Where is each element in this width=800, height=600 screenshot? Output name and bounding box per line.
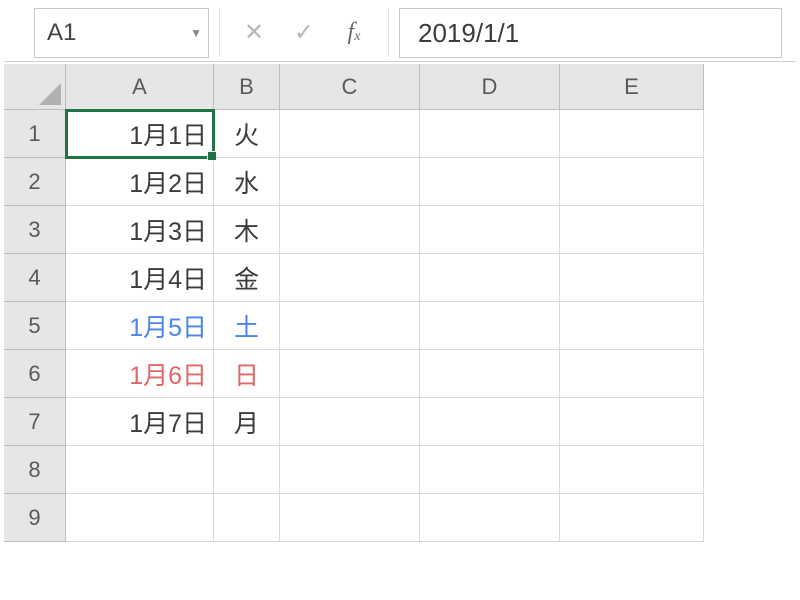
cell-C4[interactable] — [280, 254, 420, 302]
cell-B3[interactable]: 木 — [214, 206, 280, 254]
cell-E4[interactable] — [560, 254, 704, 302]
cell-A9[interactable] — [66, 494, 214, 542]
formula-input[interactable]: 2019/1/1 — [399, 8, 782, 58]
cell-B9[interactable] — [214, 494, 280, 542]
cell-D8[interactable] — [420, 446, 560, 494]
formula-bar: A1 ▼ ✕ ✓ fx 2019/1/1 — [4, 4, 796, 62]
cell-C9[interactable] — [280, 494, 420, 542]
cell-E7[interactable] — [560, 398, 704, 446]
cancel-icon[interactable]: ✕ — [240, 8, 268, 58]
cell-E1[interactable] — [560, 110, 704, 158]
cell-D7[interactable] — [420, 398, 560, 446]
cell-A5[interactable]: 1月5日 — [66, 302, 214, 350]
row-header-6[interactable]: 6 — [4, 350, 66, 398]
name-box[interactable]: A1 ▼ — [34, 8, 209, 58]
row-header-7[interactable]: 7 — [4, 398, 66, 446]
cell-D4[interactable] — [420, 254, 560, 302]
select-all-corner[interactable] — [4, 64, 66, 110]
cell-D5[interactable] — [420, 302, 560, 350]
cell-A4[interactable]: 1月4日 — [66, 254, 214, 302]
cell-A1[interactable]: 1月1日 — [66, 110, 214, 158]
cell-E5[interactable] — [560, 302, 704, 350]
cell-D9[interactable] — [420, 494, 560, 542]
cell-A8[interactable] — [66, 446, 214, 494]
cell-C5[interactable] — [280, 302, 420, 350]
chevron-down-icon[interactable]: ▼ — [190, 26, 202, 40]
cell-C6[interactable] — [280, 350, 420, 398]
cell-A2[interactable]: 1月2日 — [66, 158, 214, 206]
column-header-A[interactable]: A — [66, 64, 214, 110]
cell-E9[interactable] — [560, 494, 704, 542]
column-header-C[interactable]: C — [280, 64, 420, 110]
row-header-1[interactable]: 1 — [4, 110, 66, 158]
cell-B5[interactable]: 土 — [214, 302, 280, 350]
cell-B6[interactable]: 日 — [214, 350, 280, 398]
fx-icon[interactable]: fx — [340, 8, 368, 58]
cell-C1[interactable] — [280, 110, 420, 158]
row-header-5[interactable]: 5 — [4, 302, 66, 350]
cell-B7[interactable]: 月 — [214, 398, 280, 446]
cell-E3[interactable] — [560, 206, 704, 254]
column-header-B[interactable]: B — [214, 64, 280, 110]
cell-B4[interactable]: 金 — [214, 254, 280, 302]
cell-B2[interactable]: 水 — [214, 158, 280, 206]
row-header-9[interactable]: 9 — [4, 494, 66, 542]
name-box-value: A1 — [47, 19, 76, 47]
cell-C7[interactable] — [280, 398, 420, 446]
formula-value: 2019/1/1 — [418, 18, 519, 49]
cell-C8[interactable] — [280, 446, 420, 494]
cell-E2[interactable] — [560, 158, 704, 206]
cell-D3[interactable] — [420, 206, 560, 254]
row-header-4[interactable]: 4 — [4, 254, 66, 302]
cell-E6[interactable] — [560, 350, 704, 398]
row-header-8[interactable]: 8 — [4, 446, 66, 494]
cell-D2[interactable] — [420, 158, 560, 206]
cell-C3[interactable] — [280, 206, 420, 254]
enter-icon[interactable]: ✓ — [290, 8, 318, 58]
cell-C2[interactable] — [280, 158, 420, 206]
cell-A7[interactable]: 1月7日 — [66, 398, 214, 446]
column-header-D[interactable]: D — [420, 64, 560, 110]
row-header-2[interactable]: 2 — [4, 158, 66, 206]
cell-A3[interactable]: 1月3日 — [66, 206, 214, 254]
cell-E8[interactable] — [560, 446, 704, 494]
cell-B1[interactable]: 火 — [214, 110, 280, 158]
column-header-E[interactable]: E — [560, 64, 704, 110]
spreadsheet-grid[interactable]: ABCDE 11月1日火 21月2日水 31月3日木 41月4日金 51月5日土 61月6日… — [4, 64, 796, 542]
cell-D6[interactable] — [420, 350, 560, 398]
cell-A6[interactable]: 1月6日 — [66, 350, 214, 398]
row-header-3[interactable]: 3 — [4, 206, 66, 254]
cell-B8[interactable] — [214, 446, 280, 494]
cell-D1[interactable] — [420, 110, 560, 158]
